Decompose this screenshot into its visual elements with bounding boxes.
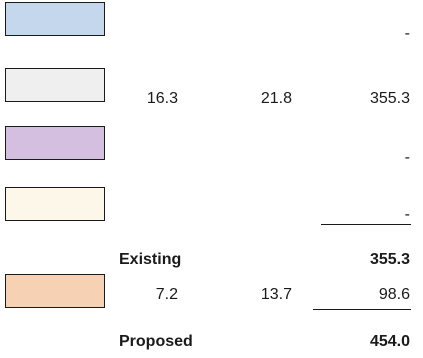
proposed-label: Proposed [119, 333, 193, 350]
total-row-4: - [404, 206, 410, 223]
proposed-total: 454.0 [369, 333, 410, 350]
color-swatch-row-3 [5, 126, 105, 160]
color-swatch-row-2 [5, 68, 105, 102]
total-row-2: 355.3 [369, 90, 410, 107]
existing-label: Existing [119, 251, 182, 268]
total-row-3: - [404, 149, 410, 166]
total-addition: 98.6 [378, 286, 410, 303]
total-rule [313, 309, 411, 310]
value-a-addition: 7.2 [155, 286, 178, 303]
color-swatch-row-4 [5, 187, 105, 221]
subtotal-rule [321, 224, 411, 225]
value-b-row-2: 21.8 [260, 90, 292, 107]
value-a-row-2: 16.3 [146, 90, 178, 107]
total-row-1: - [404, 25, 410, 42]
color-swatch-addition [5, 274, 105, 308]
existing-total: 355.3 [369, 251, 410, 268]
color-swatch-row-1 [5, 2, 105, 36]
value-b-addition: 13.7 [260, 286, 292, 303]
